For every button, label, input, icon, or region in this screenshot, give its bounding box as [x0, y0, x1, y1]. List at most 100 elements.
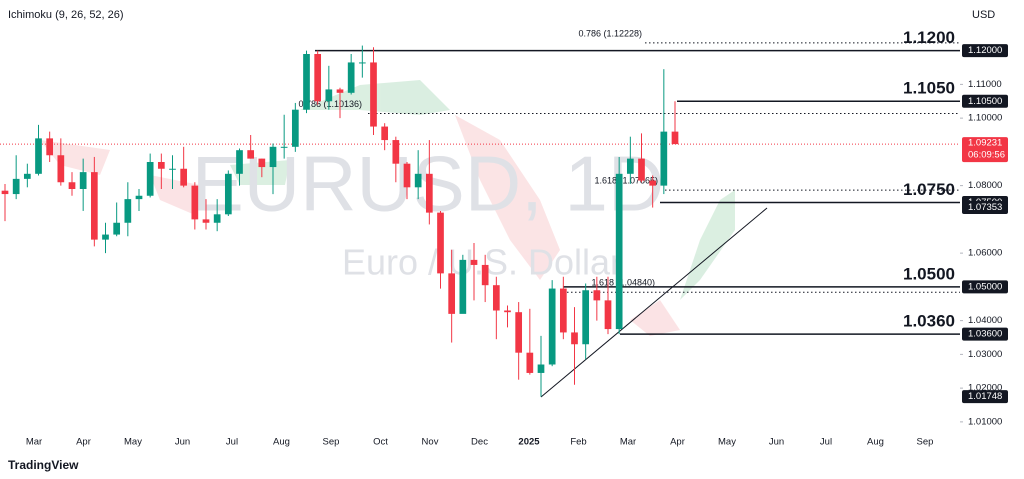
candle-body — [169, 168, 176, 170]
candle-body — [68, 182, 76, 189]
candle-body — [638, 158, 645, 181]
candle-body — [258, 158, 266, 168]
candle-body — [626, 158, 634, 174]
axis-box-label: 1.03600 — [968, 329, 1002, 340]
x-tick-label: Jun — [175, 437, 190, 448]
fib-label: 0.786 (1.10136) — [298, 99, 362, 109]
candle-body — [1, 190, 9, 195]
x-tick-label: Dec — [471, 437, 488, 448]
axis-box-label: 1.05000 — [968, 281, 1002, 292]
axis-box-label: 1.01748 — [968, 391, 1002, 402]
candle-body — [336, 89, 344, 93]
candle-body — [280, 146, 288, 148]
candle-body — [559, 288, 567, 333]
candle-body — [113, 222, 121, 235]
trend-line — [540, 207, 768, 398]
candle-body — [414, 173, 422, 188]
candle-body — [314, 54, 322, 102]
candle-body — [660, 131, 668, 186]
x-tick-label: 2025 — [518, 437, 540, 448]
x-tick-label: Jul — [226, 437, 238, 448]
candle-body — [180, 168, 188, 186]
candle-body — [236, 150, 243, 174]
candle-body — [459, 259, 467, 314]
fib-label: 1.618 (1.04840) — [591, 278, 655, 288]
last-price-box — [962, 137, 1008, 163]
axis-box-label: 1.10500 — [968, 96, 1002, 107]
candle-body — [437, 212, 444, 274]
axis-box — [962, 327, 1008, 341]
candle-body — [425, 173, 433, 213]
axis-box — [962, 44, 1008, 58]
axis-box-label: 1.07353 — [968, 202, 1002, 213]
candle-body — [325, 89, 333, 102]
candle-body — [46, 138, 54, 156]
candle-body — [347, 62, 355, 93]
candle-body — [202, 219, 210, 223]
candle-body — [403, 163, 411, 188]
axis-box — [962, 280, 1008, 294]
candle-body — [247, 150, 255, 159]
x-tick-label: Sep — [323, 437, 340, 448]
brand: TradingView — [8, 458, 79, 472]
candle-body — [291, 109, 299, 147]
candle-body — [526, 352, 534, 373]
x-tick-label: Jun — [769, 437, 784, 448]
y-tick-label: 1.10000 — [968, 113, 1002, 124]
level-label: 1.0500 — [903, 264, 955, 283]
level-label: 1.0750 — [903, 180, 955, 199]
level-label: 1.1200 — [903, 28, 955, 47]
candle-body — [12, 178, 20, 195]
y-tick-label: 1.06000 — [968, 248, 1002, 259]
candle-body — [504, 310, 511, 313]
candle-body — [102, 234, 109, 240]
y-tick-label: 1.08000 — [968, 180, 1002, 191]
y-tick-label: 1.03000 — [968, 349, 1002, 360]
candle-body — [135, 195, 143, 200]
candle-body — [615, 173, 623, 330]
candle-body — [191, 185, 199, 220]
level-label: 1.0360 — [903, 312, 955, 331]
axis-box-label: 1.12000 — [968, 45, 1002, 56]
x-tick-label: Feb — [570, 437, 586, 448]
level-label: 1.1050 — [903, 79, 955, 98]
x-tick-label: May — [718, 437, 736, 448]
candle-body — [23, 173, 31, 179]
candle-body — [157, 162, 165, 169]
candle-body — [571, 332, 578, 345]
candle-body — [57, 155, 65, 183]
candle-body — [537, 364, 545, 373]
y-tick-label: 1.11000 — [968, 79, 1002, 90]
axis-box — [962, 200, 1008, 214]
x-tick-label: Aug — [867, 437, 884, 448]
candle-body — [582, 290, 590, 345]
last-price-label: 1.09231 — [968, 138, 1002, 149]
candle-body — [548, 288, 556, 365]
axis-box — [962, 390, 1008, 404]
candle-body — [224, 173, 232, 215]
indicator-label: Ichimoku (9, 26, 52, 26) — [8, 9, 124, 21]
currency-label: USD — [972, 9, 995, 21]
x-tick-label: May — [124, 437, 142, 448]
x-tick-label: Apr — [670, 437, 685, 448]
candle-body — [604, 300, 612, 330]
candle-body — [649, 180, 657, 186]
candle-body — [79, 172, 87, 189]
x-tick-label: Aug — [273, 437, 290, 448]
candle-body — [392, 140, 400, 164]
y-tick-label: 1.02000 — [968, 383, 1002, 394]
candle-body — [381, 126, 389, 141]
x-tick-label: Oct — [373, 437, 388, 448]
fib-label: 1.618 (1.07865) — [594, 176, 658, 186]
candle-body — [671, 131, 679, 145]
x-tick-label: Nov — [422, 437, 439, 448]
candle-body — [90, 172, 98, 240]
candle-body — [213, 214, 221, 223]
candle-body — [303, 54, 310, 110]
candle-body — [481, 264, 489, 286]
y-tick-label: 1.01000 — [968, 416, 1002, 427]
candle-body — [35, 138, 42, 174]
x-tick-label: Apr — [76, 437, 91, 448]
